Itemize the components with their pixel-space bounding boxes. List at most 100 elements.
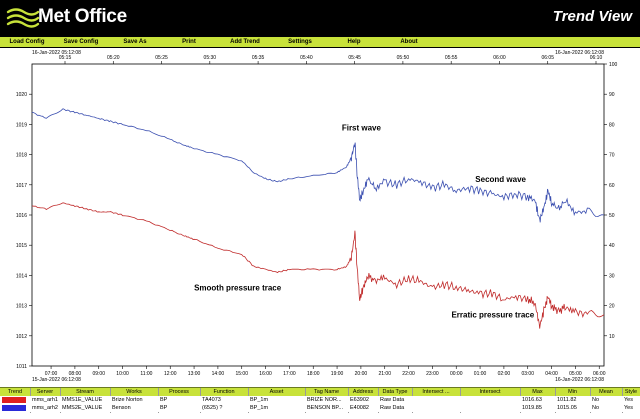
top-axis-tick-label: 06:00 <box>493 55 506 61</box>
bottom-axis-tick-label: 16:00 <box>259 371 272 377</box>
menu-bar: Load Config Save Config Save As Print Ad… <box>0 36 640 48</box>
column-header[interactable]: Mean <box>599 389 613 395</box>
table-cell: 1011.82 <box>557 397 577 403</box>
table-cell: 1015.05 <box>557 405 577 411</box>
table-cell <box>462 404 520 412</box>
table-cell: E63902 <box>350 397 369 403</box>
bottom-axis-tick-label: 20:00 <box>355 371 368 377</box>
top-axis-tick-label: 05:25 <box>155 55 168 61</box>
top-axis-tick-label: 05:45 <box>348 55 361 61</box>
column-header[interactable]: Server <box>36 389 54 395</box>
left-axis-tick-label: 1019 <box>16 122 27 128</box>
column-header[interactable]: Max <box>532 389 543 395</box>
right-axis-tick-label: 50 <box>609 213 615 219</box>
table-row[interactable]: mms_arh1 MMS1E_VALUE Brize Norton BP TA4073 B… <box>0 396 640 404</box>
trend-color-swatch[interactable] <box>2 405 26 411</box>
left-axis-tick-label: 1012 <box>16 334 27 340</box>
right-axis-tick-label: 30 <box>609 273 615 279</box>
bottom-axis-tick-label: 08:00 <box>69 371 82 377</box>
bottom-axis-tick-label: 14:00 <box>212 371 225 377</box>
column-header[interactable]: Function <box>213 389 235 395</box>
left-axis-tick-label: 1013 <box>16 304 27 310</box>
column-header[interactable]: Style <box>624 389 638 395</box>
menu-settings[interactable]: Settings <box>288 39 312 45</box>
left-axis-tick-label: 1015 <box>16 243 27 249</box>
column-header[interactable]: Min <box>568 389 577 395</box>
column-header[interactable]: Trend <box>7 389 23 395</box>
trend-chart-area[interactable]: 16-Jan-2022 05:12:08 16-Jan-2022 06:12:08… <box>0 48 640 381</box>
bottom-axis-tick-label: 03:00 <box>521 371 534 377</box>
trend-color-swatch[interactable] <box>2 397 26 403</box>
column-header[interactable]: Intersect ... <box>422 389 450 395</box>
chart-annotation: Smooth pressure trace <box>194 284 282 293</box>
top-axis-tick-label: 06:05 <box>541 55 554 61</box>
bottom-axis-tick-label: 09:00 <box>92 371 105 377</box>
column-header[interactable]: Process <box>169 389 189 395</box>
column-header[interactable]: Tag Name <box>313 389 340 395</box>
table-header-row: Trend Server Stream Works Process Function Ass… <box>0 387 640 413</box>
menu-print[interactable]: Print <box>182 39 196 45</box>
menu-help[interactable]: Help <box>347 39 361 45</box>
bottom-axis-tick-label: 06:00 <box>593 371 606 377</box>
right-axis-tick-label: 60 <box>609 183 615 189</box>
table-cell: 1019.85 <box>522 405 542 411</box>
table-cell: Raw Data <box>380 397 405 403</box>
table-cell: BP <box>160 405 168 411</box>
column-header[interactable]: Data Type <box>382 389 408 395</box>
bottom-axis-tick-label: 23:00 <box>426 371 439 377</box>
table-cell <box>414 404 460 412</box>
bottom-axis-tick-label: 13:00 <box>188 371 201 377</box>
table-cell: Brize Norton <box>112 397 143 403</box>
left-axis-tick-label: 1018 <box>16 153 27 159</box>
right-axis-tick-label: 10 <box>609 334 615 340</box>
menu-add-trend[interactable]: Add Trend <box>230 39 260 45</box>
table-cell: mms_arh2 <box>32 405 58 411</box>
brand-name: Met Office <box>38 6 127 27</box>
left-axis-tick-label: 1014 <box>16 273 27 279</box>
table-cell: E40082 <box>350 405 369 411</box>
chart-annotation: Erratic pressure trace <box>451 311 534 320</box>
table-cell: 1016.63 <box>522 397 542 403</box>
bottom-axis-tick-label: 10:00 <box>116 371 129 377</box>
table-cell: Benson <box>112 405 131 411</box>
column-header[interactable]: Asset <box>269 389 284 395</box>
table-cell: Raw Data <box>380 405 405 411</box>
left-axis-tick-label: 1020 <box>16 92 27 98</box>
top-axis-tick-label: 05:30 <box>204 55 217 61</box>
table-cell: BP_1m <box>250 405 269 411</box>
met-office-logo-icon <box>6 8 40 28</box>
bottom-axis-tick-label: 01:00 <box>474 371 487 377</box>
trend-table: Trend Server Stream Works Process Function Ass… <box>0 387 640 419</box>
table-cell: (6525) ? <box>202 405 223 411</box>
bottom-axis-tick-label: 12:00 <box>164 371 177 377</box>
trend-chart[interactable]: 16-Jan-2022 05:12:08 16-Jan-2022 06:12:08… <box>0 48 640 381</box>
table-row[interactable]: mms_arh2 MMS2E_VALUE Benson BP (6525) ? BP_1m… <box>0 404 640 412</box>
column-header[interactable]: Stream <box>76 389 94 395</box>
menu-save-as[interactable]: Save As <box>123 39 147 45</box>
table-cell <box>414 396 460 404</box>
column-header[interactable]: Works <box>126 389 142 395</box>
column-header[interactable]: Address <box>352 389 374 395</box>
table-cell: MMS1E_VALUE <box>62 397 103 403</box>
column-header[interactable]: Intersect <box>479 389 501 395</box>
series-line-mms_arh2 <box>31 202 605 329</box>
right-axis-tick-label: 100 <box>609 62 618 68</box>
menu-save-config[interactable]: Save Config <box>63 39 99 45</box>
top-axis-tick-label: 06:10 <box>590 55 603 61</box>
table-cell: Yes <box>624 397 633 403</box>
top-axis-tick-label: 05:20 <box>107 55 120 61</box>
top-axis-tick-label: 05:40 <box>300 55 313 61</box>
plot-frame <box>31 63 605 367</box>
menu-load-config[interactable]: Load Config <box>9 39 45 45</box>
bottom-axis-start-label: 15-Jan-2022 06:12:08 <box>32 377 81 381</box>
title-bar: Met Office Trend View <box>0 0 640 36</box>
table-cell: No <box>592 405 600 411</box>
app-title: Trend View <box>552 8 632 25</box>
bottom-axis-tick-label: 21:00 <box>378 371 391 377</box>
menu-about[interactable]: About <box>400 39 418 45</box>
bottom-axis-tick-label: 18:00 <box>307 371 320 377</box>
table-cell: BENSON BP... <box>307 405 343 411</box>
right-axis-tick-label: 40 <box>609 243 615 249</box>
table-cell: BRIZE NOR... <box>307 397 342 403</box>
top-axis-tick-label: 05:15 <box>59 55 72 61</box>
